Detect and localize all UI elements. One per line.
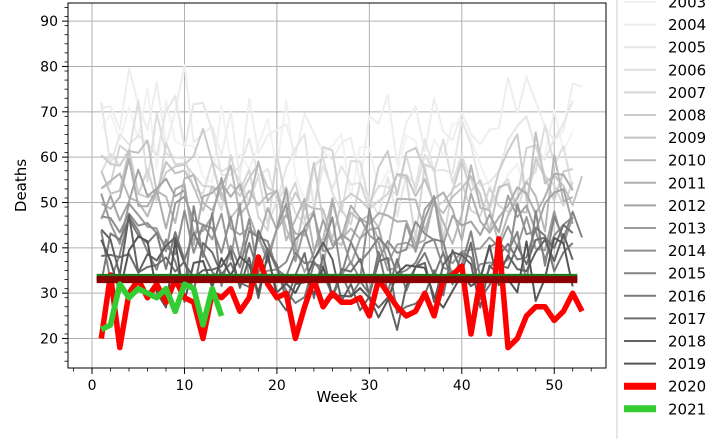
series-line-2007	[100, 142, 574, 242]
y-tick-label: 70	[40, 105, 58, 121]
legend-label-2008: 2008	[668, 107, 706, 125]
y-tick-label: 40	[40, 241, 58, 257]
legend-label-2003: 2003	[668, 0, 706, 12]
legend-label-2009: 2009	[668, 129, 706, 147]
series-line-2004	[101, 64, 583, 183]
x-tick-label: 50	[545, 378, 563, 394]
plot-area	[96, 64, 585, 351]
y-tick-label: 80	[40, 59, 58, 75]
legend-label-2011: 2011	[668, 174, 706, 192]
legend-label-2014: 2014	[668, 242, 706, 260]
x-tick-label: 10	[176, 378, 194, 394]
legend-label-2020: 2020	[668, 378, 706, 396]
y-tick-label: 50	[40, 196, 58, 212]
y-tick-label: 60	[40, 150, 58, 166]
legend-label-2007: 2007	[668, 84, 706, 102]
legend-label-2019: 2019	[668, 355, 706, 373]
legend-label-2015: 2015	[668, 265, 706, 283]
y-tick-label: 30	[40, 286, 58, 302]
legend-label-2017: 2017	[668, 310, 706, 328]
axes-frame	[67, 2, 607, 369]
series-line-2009	[100, 131, 583, 253]
y-tick-label: 90	[40, 14, 58, 30]
x-tick-label: 40	[453, 378, 471, 394]
y-tick-label: 20	[40, 332, 58, 348]
legend-label-2005: 2005	[668, 39, 706, 57]
legend-label-2013: 2013	[668, 220, 706, 238]
x-axis-label: Week	[316, 388, 357, 406]
legend-label-2010: 2010	[668, 152, 706, 170]
legend-box	[616, 0, 715, 439]
axes: 0 10 20 30 40 50 20 30 40 50 60 70 80 90 Week Deaths	[12, 2, 607, 406]
series-line-2006	[100, 99, 574, 226]
legend-label-2006: 2006	[668, 61, 706, 79]
x-tick-label: 0	[88, 378, 97, 394]
legend-label-2016: 2016	[668, 287, 706, 305]
x-tick-label: 20	[268, 378, 286, 394]
legend-label-2012: 2012	[668, 197, 706, 215]
x-tick-label: 30	[360, 378, 378, 394]
y-axis-label: Deaths	[12, 159, 30, 212]
legend-label-2018: 2018	[668, 333, 706, 351]
legend: 2003 2004 2005 2006 2007 2008 2009 2010 2011 2012…	[616, 0, 715, 439]
legend-label-2021: 2021	[668, 400, 706, 418]
legend-label-2004: 2004	[668, 16, 706, 34]
series-line-2021-top	[100, 281, 225, 332]
